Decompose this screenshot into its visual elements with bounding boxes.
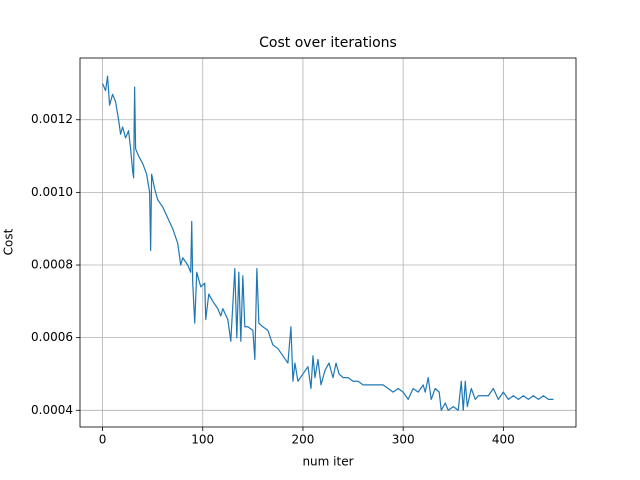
y-tick-label: 0.0006 [31,330,73,344]
data-line [101,75,554,411]
chart-title: Cost over iterations [259,35,397,51]
x-tick-label: 400 [492,433,515,447]
x-tick-label: 0 [99,433,107,447]
y-tick-label: 0.0004 [31,403,73,417]
x-tick-label: 100 [191,433,214,447]
axes-frame [79,57,577,428]
y-tick-label: 0.0012 [31,112,73,126]
y-tick-label: 0.0008 [31,258,73,272]
x-axis-label: num iter [302,455,353,469]
x-tick-label: 300 [392,433,415,447]
grid [80,58,576,427]
y-tick-label: 0.0010 [31,185,73,199]
y-axis-label: Cost [2,228,16,255]
plot-area [101,75,554,411]
x-tick-label: 200 [291,433,314,447]
